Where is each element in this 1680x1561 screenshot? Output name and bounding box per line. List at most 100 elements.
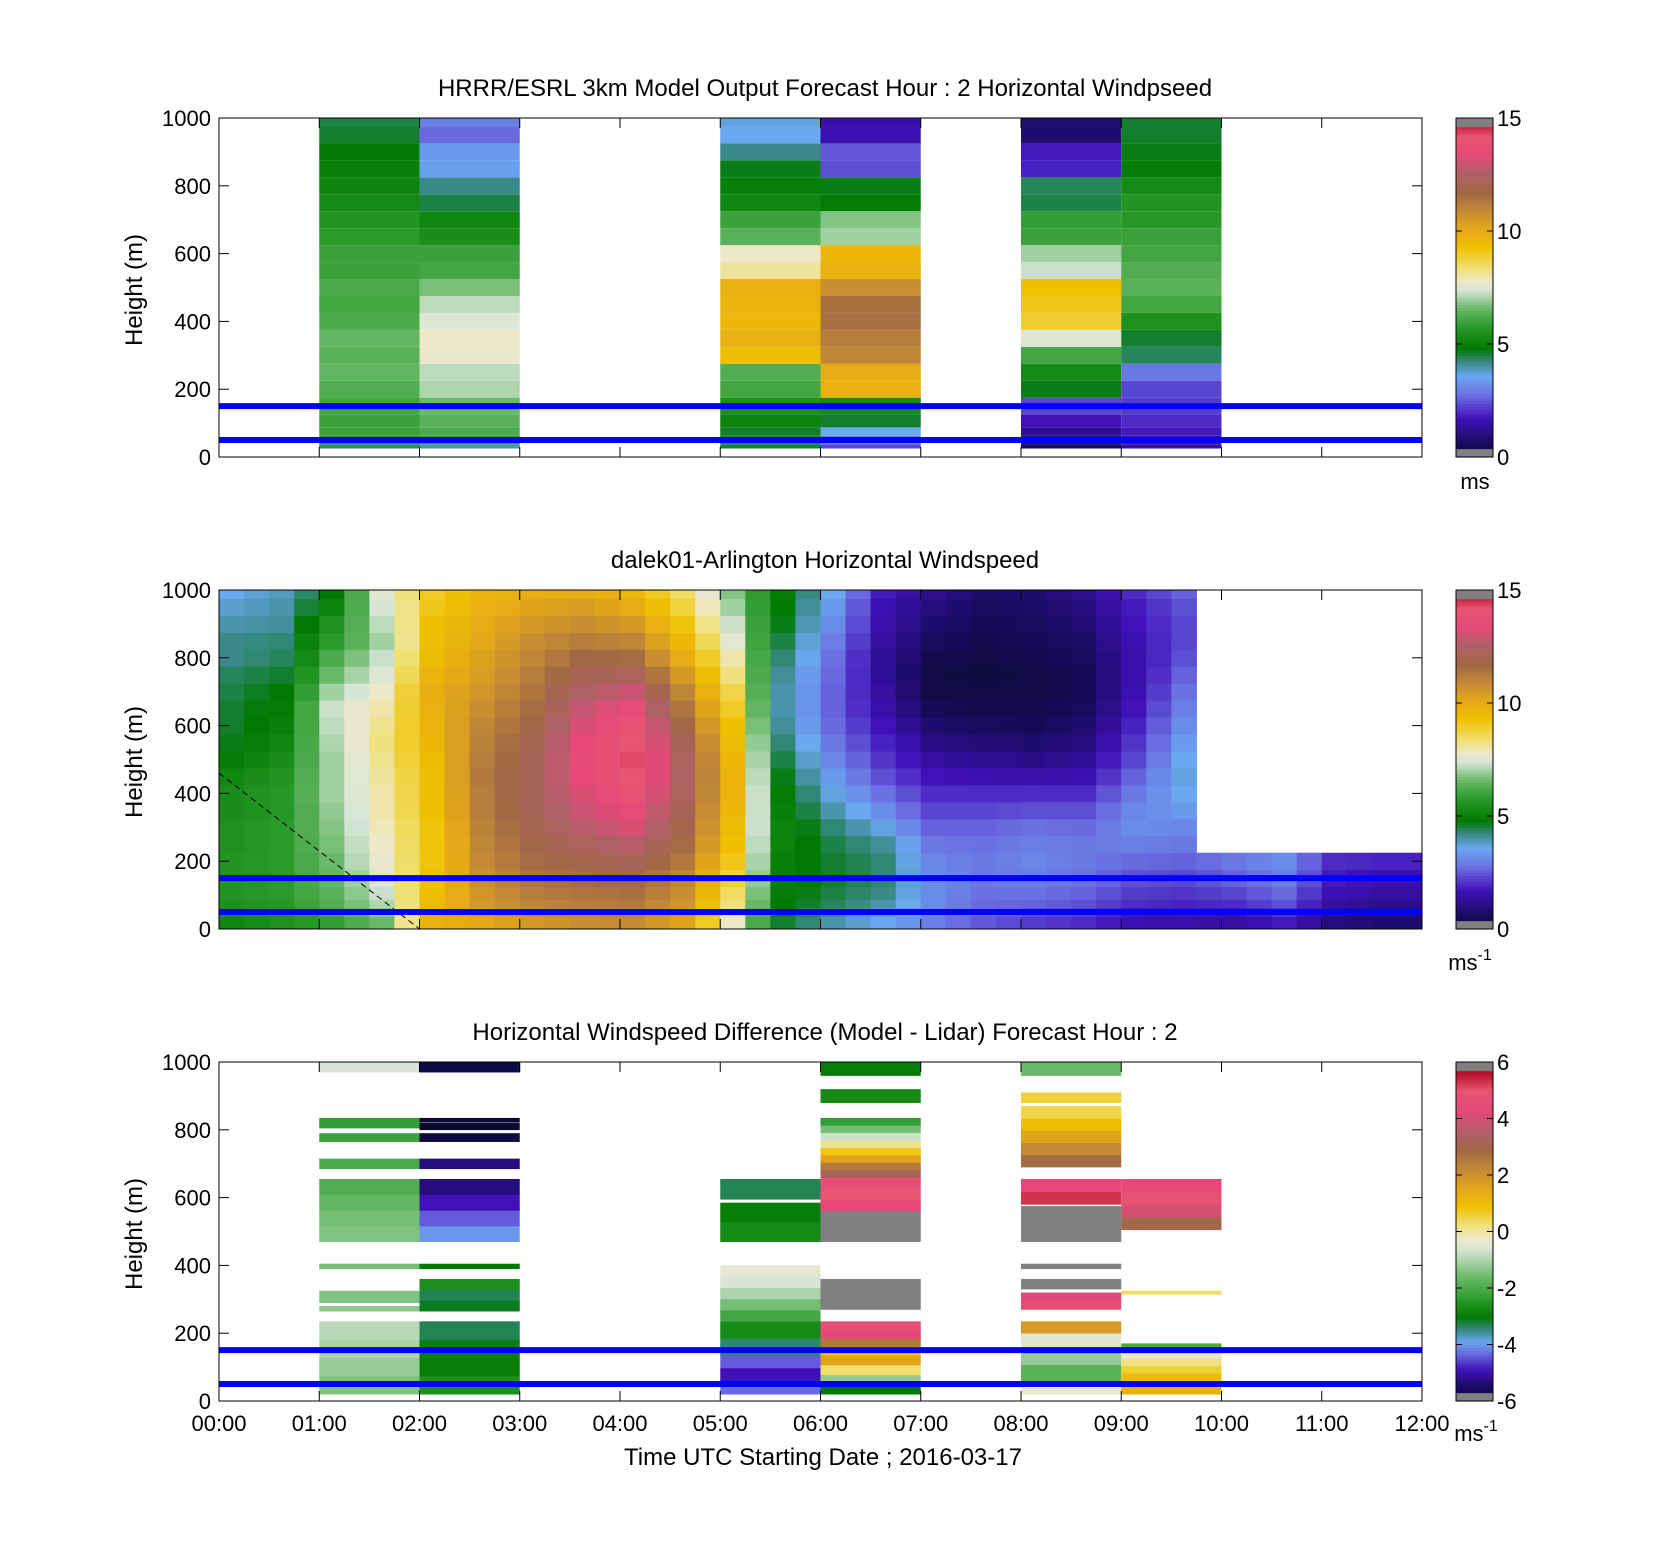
heatmap-cell	[1021, 1118, 1122, 1131]
colorbar-swatch	[1456, 923, 1493, 927]
heatmap-cell	[269, 801, 295, 820]
colorbar-swatch	[1456, 1398, 1493, 1402]
heatmap-cell	[820, 295, 921, 313]
heatmap-cell	[344, 615, 370, 633]
colorbar-swatch	[1456, 312, 1493, 317]
heatmap-cell	[294, 734, 320, 752]
x-tick-label: 00:00	[191, 1411, 246, 1436]
heatmap-cell	[1096, 598, 1122, 616]
heatmap-cell	[594, 615, 621, 633]
heatmap-cell	[1171, 615, 1197, 633]
heatmap-cell	[970, 598, 997, 616]
colorbar-swatch	[1456, 375, 1493, 379]
colorbar-tick-label: 5	[1497, 804, 1509, 829]
colorbar-swatch	[1456, 858, 1493, 862]
colorbar-swatch	[1456, 796, 1493, 800]
heatmap-cell	[344, 751, 370, 769]
heatmap-cell	[1046, 852, 1072, 871]
heatmap-cell	[419, 363, 520, 381]
heatmap-cell	[720, 279, 821, 296]
heatmap-cell	[519, 899, 546, 909]
colorbar-swatch	[1456, 1149, 1493, 1153]
colorbar-swatch	[1456, 1107, 1493, 1111]
heatmap-cell	[1371, 899, 1398, 909]
colorbar-swatch	[1456, 1327, 1493, 1331]
heatmap-cell	[344, 852, 370, 871]
heatmap-cell	[1021, 1206, 1122, 1242]
heatmap-cell	[1096, 886, 1122, 900]
heatmap-cell	[620, 598, 646, 616]
heatmap-cell	[1021, 245, 1122, 263]
heatmap-cell	[1171, 784, 1197, 803]
heatmap-cell	[219, 734, 245, 752]
heatmap-cell	[1346, 886, 1373, 900]
colorbar-swatch	[1456, 442, 1493, 447]
heatmap-cell	[1271, 852, 1298, 871]
colorbar-swatch	[1456, 1121, 1493, 1125]
heatmap-cell	[820, 1199, 921, 1212]
heatmap-cell	[1121, 1204, 1222, 1218]
heatmap-cell	[720, 734, 746, 752]
heatmap-cell	[469, 899, 496, 909]
colorbar-swatch	[1456, 1095, 1493, 1100]
heatmap-cell	[419, 427, 520, 436]
heatmap-cell	[319, 427, 420, 436]
heatmap-cell	[620, 784, 646, 803]
heatmap-cell	[895, 666, 922, 684]
heatmap-cell	[720, 228, 821, 246]
heatmap-cell	[419, 818, 446, 837]
heatmap-cell	[720, 1298, 821, 1311]
heatmap-cell	[1121, 1365, 1222, 1374]
x-axis-label: Time UTC Starting Date ; 2016-03-17	[624, 1444, 1022, 1471]
y-tick-label: 200	[174, 849, 211, 874]
heatmap-cell	[1346, 899, 1373, 909]
colorbar-tick-label: 10	[1497, 691, 1521, 716]
colorbar-swatch	[1456, 912, 1493, 916]
heatmap-cell	[319, 118, 420, 127]
colorbar-swatch	[1456, 338, 1493, 342]
colorbar-swatch	[1456, 180, 1493, 184]
heatmap-cell	[895, 852, 922, 871]
heatmap-cell	[519, 886, 546, 900]
heatmap-cell	[419, 194, 520, 212]
heatmap-cell	[945, 899, 972, 909]
colorbar-swatch	[1456, 864, 1493, 868]
heatmap-cell	[720, 160, 821, 178]
colorbar-swatch	[1456, 154, 1493, 159]
colorbar-swatch	[1456, 214, 1493, 218]
heatmap-cell	[419, 1357, 520, 1377]
heatmap-cell	[1346, 916, 1373, 930]
colorbar-swatch	[1456, 1073, 1493, 1077]
colorbar-swatch	[1456, 267, 1493, 272]
heatmap-cell	[820, 177, 921, 195]
colorbar-swatch	[1456, 360, 1493, 365]
colorbar-swatch	[1456, 1132, 1493, 1137]
heatmap-cell	[1146, 767, 1172, 786]
colorbar-swatch	[1456, 160, 1493, 164]
heatmap-cell	[770, 615, 796, 633]
heatmap-cell	[1171, 598, 1197, 616]
heatmap-cell	[319, 615, 345, 633]
heatmap-cell	[720, 899, 746, 909]
heatmap-cell	[1021, 784, 1047, 803]
colorbar-swatch	[1456, 414, 1493, 419]
heatmap-cell	[1021, 312, 1122, 330]
colorbar-swatch	[1456, 1239, 1493, 1244]
heatmap-cell	[745, 632, 771, 650]
colorbar-swatch	[1456, 1163, 1493, 1168]
colorbar-swatch	[1456, 686, 1493, 690]
heatmap-cell	[1121, 1191, 1222, 1205]
colorbar-swatch	[1456, 146, 1493, 150]
heatmap-cell	[720, 126, 821, 144]
heatmap-cell	[319, 245, 420, 263]
colorbar-swatch	[1456, 869, 1493, 874]
heatmap-cell	[419, 380, 520, 398]
heatmap-cell	[720, 683, 746, 701]
heatmap-cell	[594, 767, 621, 786]
heatmap-cell	[219, 632, 245, 650]
heatmap-cell	[1246, 886, 1273, 900]
panel-model-ylabel: Height (m)	[121, 234, 148, 346]
heatmap-cell	[845, 734, 872, 752]
heatmap-cell	[620, 916, 646, 930]
heatmap-cell	[1046, 683, 1072, 701]
